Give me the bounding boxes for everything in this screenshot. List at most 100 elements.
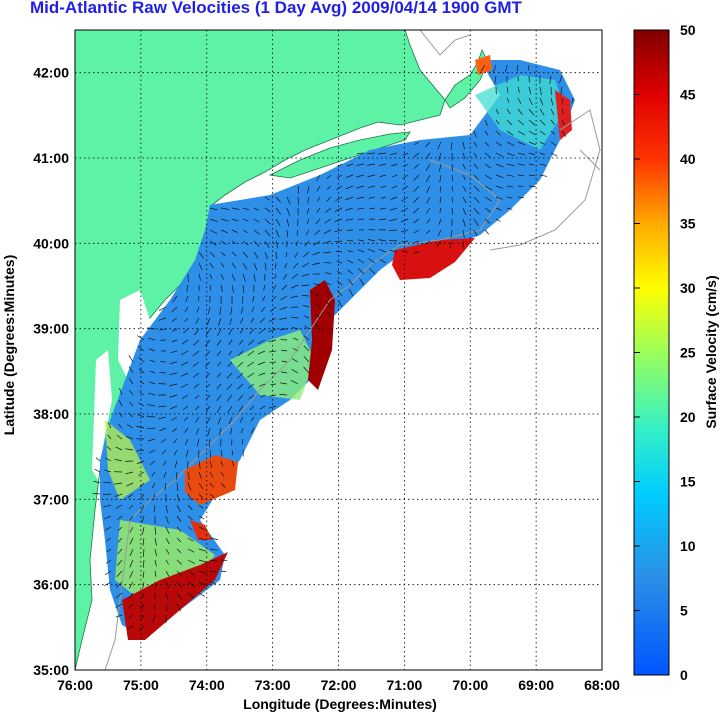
velocity-vector xyxy=(517,86,520,93)
velocity-vector xyxy=(275,240,279,249)
velocity-vector xyxy=(114,482,123,485)
bathymetry-contours xyxy=(104,30,601,670)
velocity-vector xyxy=(264,251,268,260)
velocity-vector xyxy=(268,328,277,333)
velocity-vector xyxy=(462,196,467,204)
velocity-vector xyxy=(195,405,200,411)
velocity-vector xyxy=(437,229,442,237)
velocity-vector xyxy=(335,196,343,202)
velocity-vector xyxy=(325,207,332,213)
velocity-vector xyxy=(356,163,365,166)
velocity-vector xyxy=(247,372,255,378)
velocity-vector xyxy=(426,196,431,204)
velocity-vector xyxy=(242,240,249,246)
velocity-vector xyxy=(198,251,204,259)
velocity-vector xyxy=(302,304,310,308)
velocity-vector xyxy=(279,306,288,311)
velocity-vector xyxy=(94,468,101,473)
velocity-vector xyxy=(280,371,288,374)
velocity-vector xyxy=(438,218,442,225)
velocity-vector xyxy=(194,394,200,400)
velocity-vector xyxy=(209,559,218,562)
velocity-vector xyxy=(240,306,244,314)
x-tick-label: 69:00 xyxy=(518,677,554,693)
velocity-vector xyxy=(495,196,503,200)
velocity-vector xyxy=(380,185,387,188)
velocity-vector xyxy=(473,229,478,237)
velocity-vector xyxy=(389,207,398,211)
velocity-vector xyxy=(216,405,222,413)
velocity-vector xyxy=(103,469,112,473)
velocity-vector xyxy=(334,207,343,212)
velocity-vector xyxy=(139,614,145,621)
velocity-vector xyxy=(347,269,354,275)
velocity-vector xyxy=(196,438,200,447)
velocity-vector xyxy=(116,570,123,578)
velocity-vector xyxy=(473,218,479,226)
velocity-vector xyxy=(187,482,192,491)
velocity-vector xyxy=(316,185,321,192)
velocity-vector xyxy=(505,64,508,73)
velocity-vector xyxy=(118,423,123,429)
velocity-vector xyxy=(413,207,420,214)
velocity-field-high-5 xyxy=(555,90,572,140)
velocity-vector xyxy=(506,141,515,146)
velocity-vector xyxy=(141,592,145,599)
velocity-vector xyxy=(304,240,310,247)
velocity-vector xyxy=(528,185,536,188)
velocity-vector xyxy=(198,471,203,480)
velocity-vector xyxy=(205,328,211,337)
colorbar-label: Surface Velocity (cm/s) xyxy=(703,275,719,428)
velocity-vector xyxy=(242,273,246,282)
velocity-vector xyxy=(206,317,211,326)
velocity-vector xyxy=(286,229,289,238)
velocity-vector xyxy=(216,394,222,402)
velocity-vector xyxy=(193,339,200,346)
x-tick-label: 71:00 xyxy=(386,677,422,693)
velocity-vector xyxy=(209,229,218,234)
velocity-vector xyxy=(402,152,409,156)
velocity-vector xyxy=(426,218,431,224)
velocity-vector xyxy=(550,97,554,106)
colorbar-tick-label: 15 xyxy=(680,474,696,490)
velocity-vector xyxy=(413,251,420,254)
velocity-vector xyxy=(220,449,223,457)
velocity-vector xyxy=(271,295,277,302)
velocity-vector xyxy=(216,350,222,357)
velocity-field-mid-south xyxy=(230,330,315,400)
velocity-vector xyxy=(292,348,299,352)
velocity-vector xyxy=(495,174,504,179)
y-tick-label: 36:00 xyxy=(33,577,69,593)
velocity-vector xyxy=(238,405,244,412)
velocity-vector xyxy=(198,592,205,597)
velocity-vector xyxy=(247,350,255,356)
velocity-vector xyxy=(462,152,466,160)
velocity-vector xyxy=(315,218,321,225)
velocity-vector xyxy=(312,262,321,265)
velocity-vector xyxy=(142,570,145,579)
velocity-vector xyxy=(462,163,466,170)
x-tick-label: 70:00 xyxy=(452,677,488,693)
velocity-vector xyxy=(326,301,332,308)
velocity-vector xyxy=(142,526,145,535)
velocity-vector xyxy=(268,405,277,409)
velocity-vector xyxy=(281,360,288,363)
velocity-vector xyxy=(379,258,387,264)
velocity-vector xyxy=(107,434,112,440)
velocity-vector xyxy=(378,218,387,221)
velocity-vector xyxy=(117,537,123,543)
velocity-vector xyxy=(173,449,178,456)
velocity-vector xyxy=(451,185,454,192)
velocity-vector xyxy=(115,592,123,599)
velocity-vector xyxy=(378,248,387,253)
velocity-vector xyxy=(439,196,442,203)
velocity-vector xyxy=(314,229,321,236)
velocity-vector xyxy=(561,130,567,137)
velocity-vector xyxy=(495,108,499,115)
velocity-vector xyxy=(129,526,134,533)
velocity-vector xyxy=(194,328,200,336)
velocity-vector xyxy=(137,345,145,352)
velocity-vector xyxy=(173,438,178,444)
velocity-vector xyxy=(231,240,237,245)
velocity-vector xyxy=(326,174,332,180)
